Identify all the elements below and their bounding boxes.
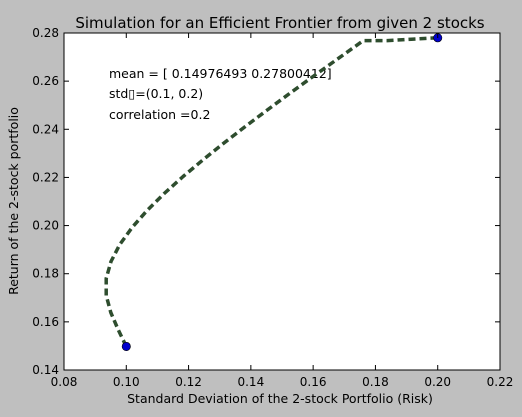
x-tick-label: 0.20 [424,375,451,389]
chart-title: Simulation for an Efficient Frontier fro… [75,14,484,32]
y-tick-label: 0.20 [32,219,59,233]
x-tick-label: 0.22 [487,375,514,389]
x-tick-label: 0.16 [300,375,327,389]
annotation-correlation: correlation =0.2 [109,107,210,122]
x-tick-label: 0.10 [113,375,140,389]
x-tick-label: 0.14 [237,375,264,389]
y-tick-label: 0.22 [32,170,59,184]
annotation-std: std▯=(0.1, 0.2) [109,86,203,101]
y-tick-label: 0.24 [32,122,59,136]
x-axis-label: Standard Deviation of the 2-stock Portfo… [127,391,433,406]
y-tick-label: 0.14 [32,363,59,377]
y-tick-label: 0.28 [32,26,59,40]
x-tick-label: 0.12 [175,375,202,389]
y-tick-label: 0.16 [32,315,59,329]
annotation-mean: mean = [ 0.14976493 0.27800412] [109,66,332,81]
x-tick-label: 0.18 [362,375,389,389]
y-axis-label: Return of the 2-stock portfolio [6,107,21,295]
x-tick-labels: 0.08 0.10 0.12 0.14 0.16 0.18 0.20 0.22 [51,375,514,389]
y-tick-label: 0.18 [32,267,59,281]
x-tick-label: 0.08 [51,375,78,389]
y-tick-labels: 0.14 0.16 0.18 0.20 0.22 0.24 0.26 0.28 [32,26,59,377]
plot-background [64,33,500,370]
data-point-0 [122,342,130,350]
y-tick-label: 0.26 [32,74,59,88]
